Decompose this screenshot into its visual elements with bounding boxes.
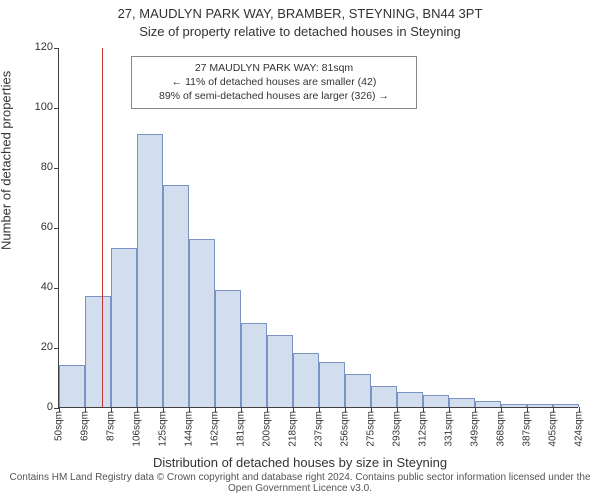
ytick-label: 0 bbox=[47, 401, 53, 413]
xtick-label: 87sqm bbox=[106, 411, 117, 441]
annotation-line: 89% of semi-detached houses are larger (… bbox=[142, 89, 406, 103]
chart-title-sub: Size of property relative to detached ho… bbox=[0, 24, 600, 39]
xtick-label: 387sqm bbox=[522, 411, 533, 447]
histogram-bar bbox=[189, 239, 215, 407]
xtick-label: 256sqm bbox=[340, 411, 351, 447]
ytick-label: 40 bbox=[41, 281, 53, 293]
x-axis-label: Distribution of detached houses by size … bbox=[0, 455, 600, 470]
ytick-mark bbox=[54, 168, 59, 169]
chart-container: 27, MAUDLYN PARK WAY, BRAMBER, STEYNING,… bbox=[0, 0, 600, 500]
histogram-bar bbox=[527, 404, 553, 407]
histogram-bar bbox=[423, 395, 449, 407]
histogram-bar bbox=[501, 404, 527, 407]
xtick-label: 162sqm bbox=[210, 411, 221, 447]
histogram-bar bbox=[397, 392, 423, 407]
xtick-label: 237sqm bbox=[314, 411, 325, 447]
ytick-label: 20 bbox=[41, 341, 53, 353]
ytick-label: 80 bbox=[41, 161, 53, 173]
histogram-bar bbox=[215, 290, 241, 407]
chart-title-main: 27, MAUDLYN PARK WAY, BRAMBER, STEYNING,… bbox=[0, 6, 600, 21]
annotation-line: ← 11% of detached houses are smaller (42… bbox=[142, 75, 406, 89]
ytick-label: 120 bbox=[35, 41, 53, 53]
xtick-label: 181sqm bbox=[236, 411, 247, 447]
ytick-label: 100 bbox=[35, 101, 53, 113]
xtick-label: 50sqm bbox=[54, 411, 65, 441]
histogram-bar bbox=[163, 185, 189, 407]
histogram-bar bbox=[85, 296, 111, 407]
histogram-bar bbox=[345, 374, 371, 407]
y-axis-label: Number of detached properties bbox=[0, 71, 14, 250]
xtick-label: 106sqm bbox=[132, 411, 143, 447]
histogram-bar bbox=[553, 404, 579, 407]
xtick-label: 331sqm bbox=[444, 411, 455, 447]
annotation-box: 27 MAUDLYN PARK WAY: 81sqm← 11% of detac… bbox=[131, 56, 417, 109]
ytick-mark bbox=[54, 348, 59, 349]
histogram-bar bbox=[59, 365, 85, 407]
xtick-label: 125sqm bbox=[158, 411, 169, 447]
histogram-bar bbox=[371, 386, 397, 407]
histogram-bar bbox=[241, 323, 267, 407]
xtick-label: 275sqm bbox=[366, 411, 377, 447]
annotation-line: 27 MAUDLYN PARK WAY: 81sqm bbox=[142, 61, 406, 75]
xtick-label: 200sqm bbox=[262, 411, 273, 447]
ytick-mark bbox=[54, 288, 59, 289]
ytick-mark bbox=[54, 48, 59, 49]
footer-credit: Contains HM Land Registry data © Crown c… bbox=[0, 472, 600, 494]
xtick-label: 405sqm bbox=[548, 411, 559, 447]
xtick-label: 69sqm bbox=[80, 411, 91, 441]
xtick-label: 368sqm bbox=[496, 411, 507, 447]
histogram-bar bbox=[137, 134, 163, 407]
histogram-bar bbox=[267, 335, 293, 407]
histogram-bar bbox=[111, 248, 137, 407]
xtick-label: 349sqm bbox=[470, 411, 481, 447]
xtick-label: 312sqm bbox=[418, 411, 429, 447]
xtick-label: 144sqm bbox=[184, 411, 195, 447]
histogram-bar bbox=[475, 401, 501, 407]
histogram-bar bbox=[293, 353, 319, 407]
plot-area: 02040608010012050sqm69sqm87sqm106sqm125s… bbox=[58, 48, 578, 408]
histogram-bar bbox=[319, 362, 345, 407]
histogram-bar bbox=[449, 398, 475, 407]
reference-line bbox=[102, 48, 103, 407]
ytick-label: 60 bbox=[41, 221, 53, 233]
ytick-mark bbox=[54, 228, 59, 229]
ytick-mark bbox=[54, 108, 59, 109]
xtick-label: 218sqm bbox=[288, 411, 299, 447]
xtick-label: 293sqm bbox=[392, 411, 403, 447]
xtick-label: 424sqm bbox=[574, 411, 585, 447]
